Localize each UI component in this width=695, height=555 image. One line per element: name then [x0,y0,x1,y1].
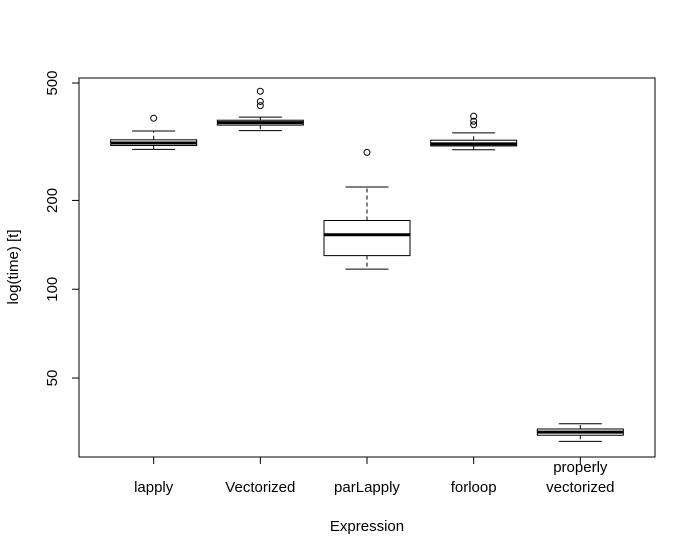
box-1 [216,87,304,132]
y-tick-label: 500 [44,71,61,96]
outlier-point [363,148,371,156]
outlier-point [470,112,478,120]
box-3 [430,112,518,151]
x-tick-label: forloop [451,479,497,496]
outlier-point [256,102,264,110]
iqr-box [323,219,411,257]
outlier-point [470,121,478,129]
x-axis: lapply Vectorized parLapply forloop properly… [134,456,615,496]
box-4 [536,423,624,442]
box-0 [110,114,198,150]
y-axis-title: log(time) [t] [5,229,22,304]
x-tick-label: Vectorized [225,479,295,496]
x-tick-label-line: vectorized [546,479,614,496]
x-tick-label-line: forloop [451,479,497,496]
x-axis-title: Expression [330,518,404,535]
x-tick-label-line: parLapply [334,479,400,496]
outlier-point [256,97,264,105]
x-tick-label: properly vectorized [546,459,614,496]
outlier-point [150,114,158,122]
x-tick-label: lapply [134,479,174,496]
x-tick-label-line: lapply [134,479,174,496]
x-tick-label: parLapply [334,479,400,496]
y-tick-label: 50 [44,370,61,387]
y-axis: 50 100 200 500 [44,71,80,387]
x-tick-label-line: properly [553,459,608,476]
box-2 [323,148,411,270]
y-tick-label: 200 [44,188,61,213]
plot-frame [78,77,656,458]
x-tick-label-line: Vectorized [225,479,295,496]
y-tick-label: 100 [44,277,61,302]
boxes [110,87,624,442]
outlier-point [256,87,264,95]
outlier-point [470,117,478,125]
